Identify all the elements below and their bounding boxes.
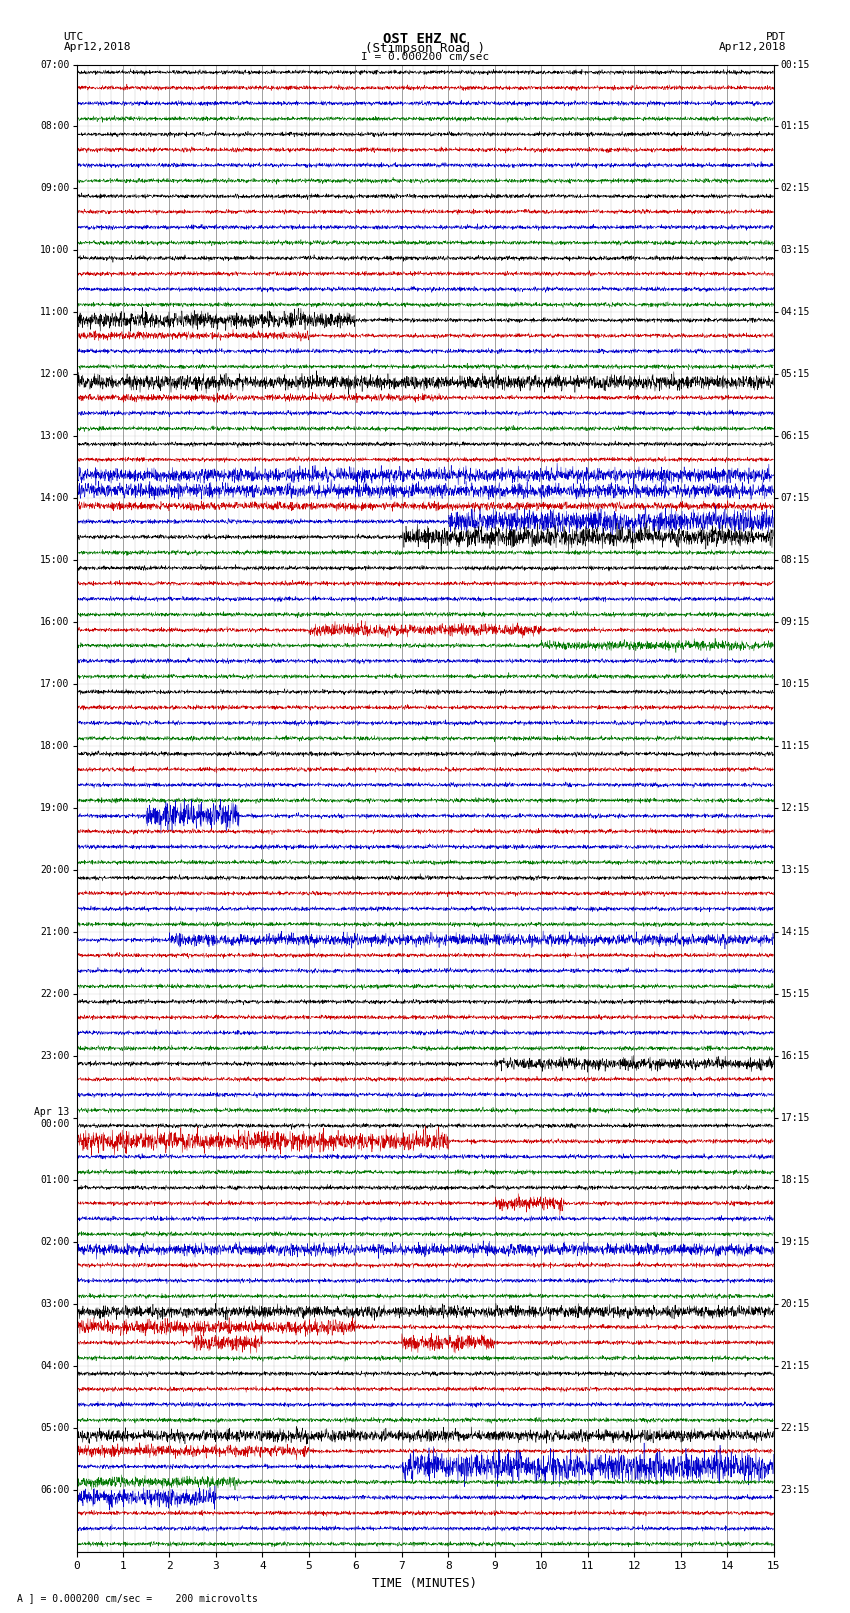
Text: UTC: UTC <box>64 32 84 42</box>
Text: Apr12,2018: Apr12,2018 <box>64 42 131 52</box>
Text: A ] = 0.000200 cm/sec =    200 microvolts: A ] = 0.000200 cm/sec = 200 microvolts <box>17 1594 258 1603</box>
X-axis label: TIME (MINUTES): TIME (MINUTES) <box>372 1578 478 1590</box>
Text: OST EHZ NC: OST EHZ NC <box>383 32 467 47</box>
Text: PDT: PDT <box>766 32 786 42</box>
Text: I = 0.000200 cm/sec: I = 0.000200 cm/sec <box>361 52 489 61</box>
Text: (Stimpson Road ): (Stimpson Road ) <box>365 42 485 55</box>
Text: Apr12,2018: Apr12,2018 <box>719 42 786 52</box>
